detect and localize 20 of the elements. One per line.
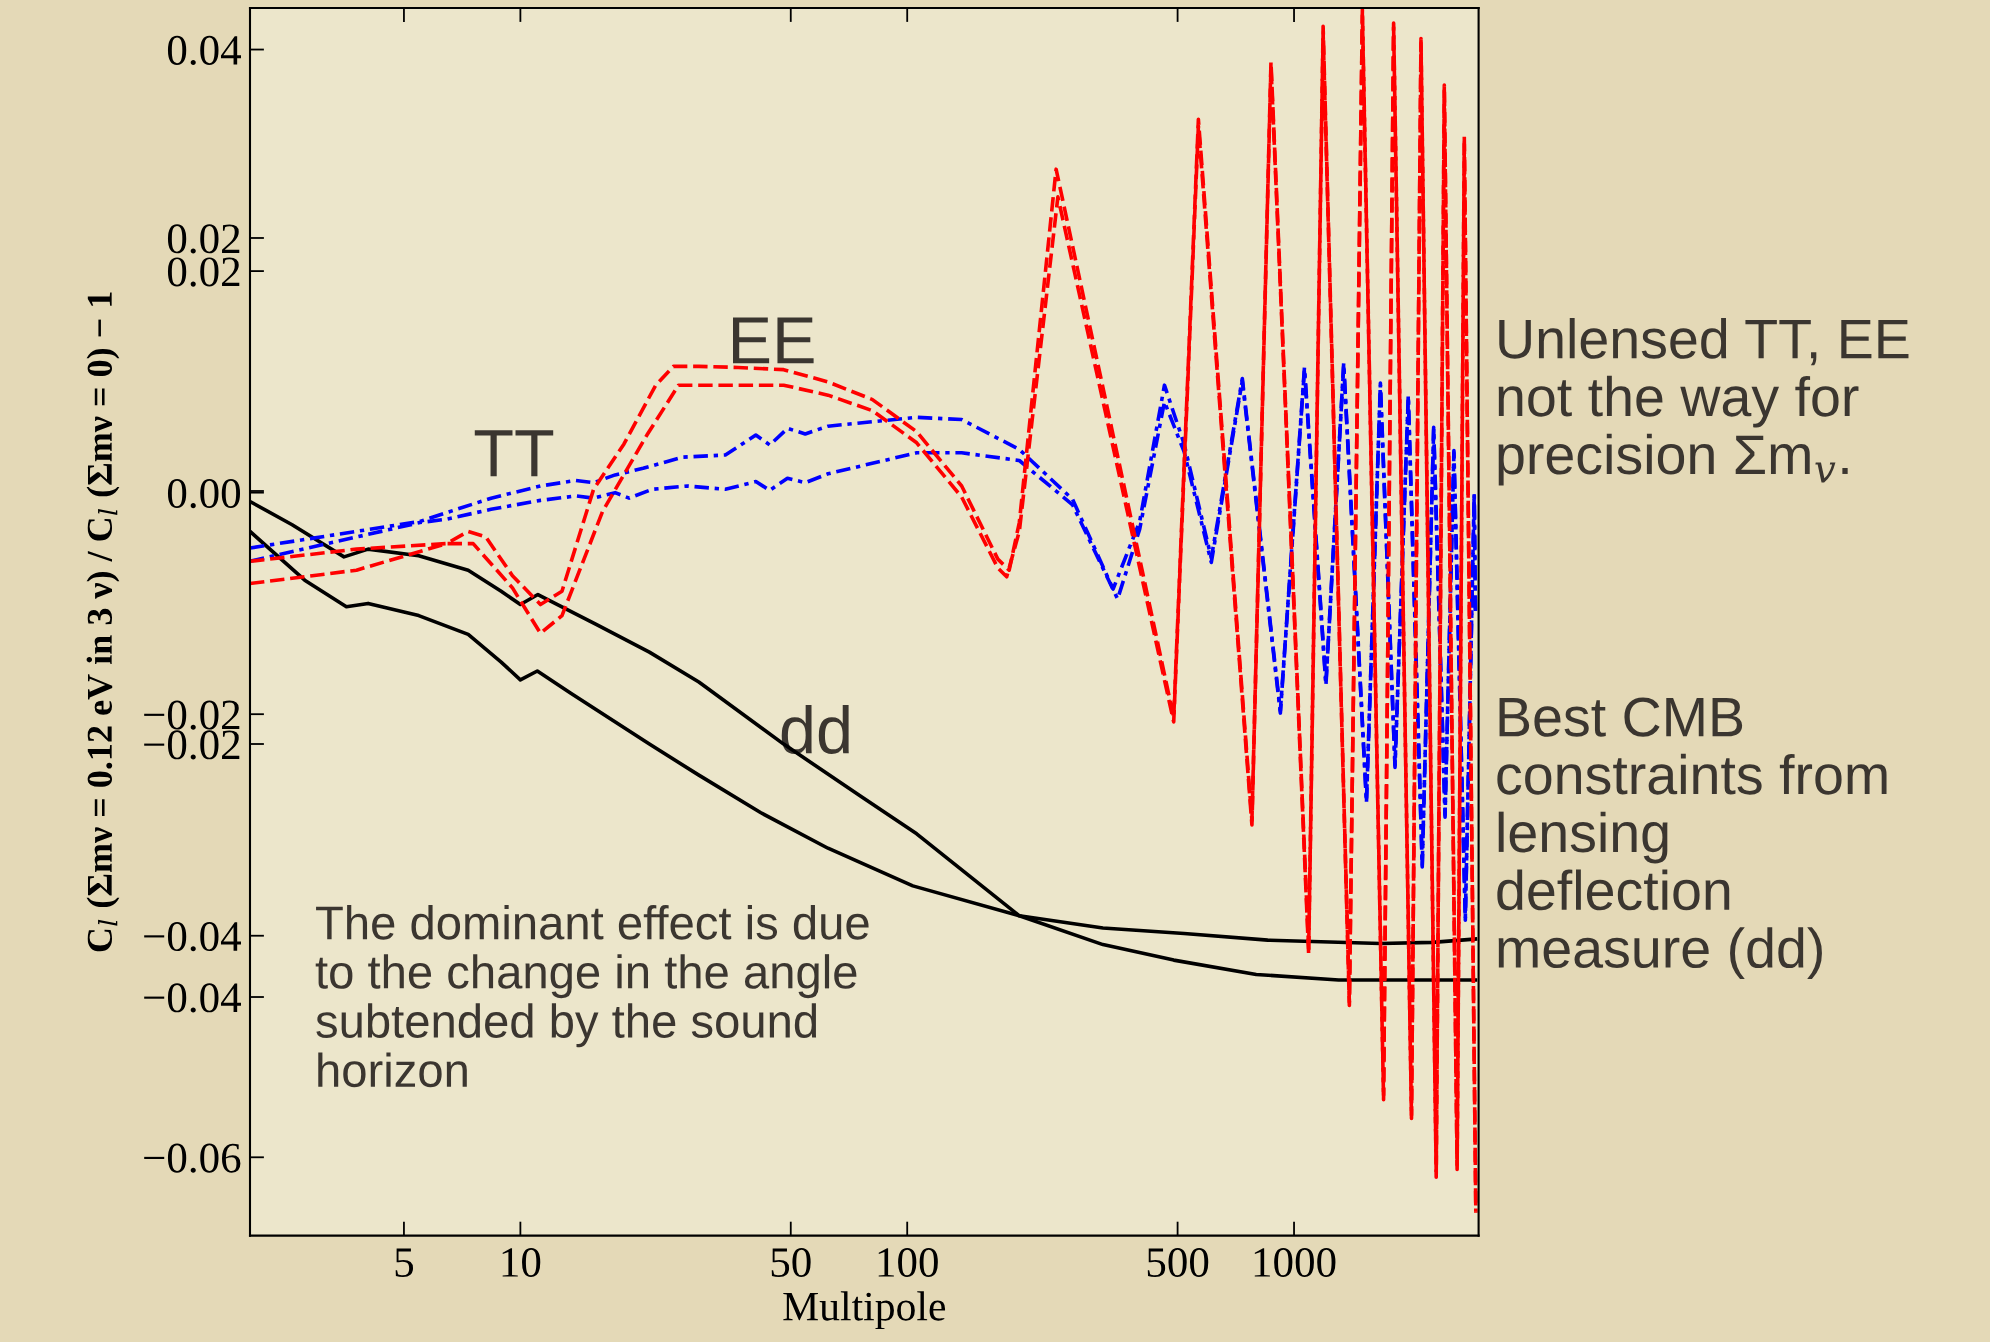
y-tick-label: 0.02 xyxy=(167,257,240,287)
y-tick-label: −0.04 xyxy=(144,922,241,952)
annotation: dd xyxy=(781,704,849,754)
x-axis-title: Multipole xyxy=(783,1291,946,1330)
x-tick-label: 500 xyxy=(1147,1247,1209,1278)
y-tick-label: 0.00 xyxy=(167,478,241,509)
x-tick-label: 50 xyxy=(771,1247,811,1278)
x-tick-label: 5 xyxy=(395,1248,414,1278)
x-tick-label: 1000 xyxy=(1254,1247,1336,1278)
annotation: TT xyxy=(474,430,554,477)
annotation: EE xyxy=(733,317,814,364)
text: Best CMB constraints from lensing deflection measure (dd) xyxy=(1497,697,1887,980)
y-tick-label: 0.04 xyxy=(167,35,241,66)
y-tick-label: −0.02 xyxy=(144,700,240,730)
text: Unlensed TT, EE not the way for precision Σm$_{v}$. xyxy=(1498,318,1909,486)
annotation: The dominant effect is due to the change in the angle subtended by the sound horizon xyxy=(315,905,869,1088)
y2-axis-title: C$_{l}$ (Σmν = 0.12 eV in 3 ν) / C$_{l}$ (Σmν = 0) − 1 xyxy=(86,292,120,952)
x-tick-label: 10 xyxy=(502,1247,541,1278)
y-tick-label: −0.06 xyxy=(144,1143,241,1173)
x-tick-label: 100 xyxy=(878,1247,938,1278)
